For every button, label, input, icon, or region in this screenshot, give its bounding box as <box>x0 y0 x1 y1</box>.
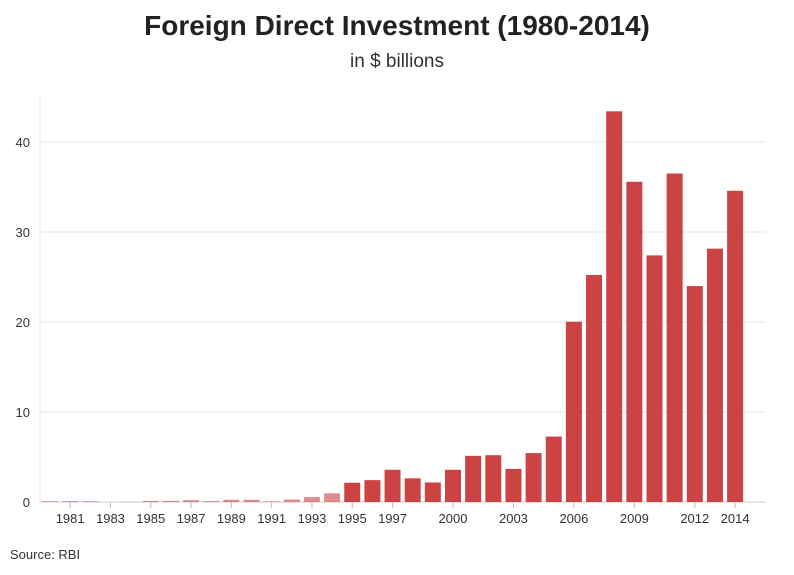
bar-1998 <box>404 478 421 502</box>
bar-2013 <box>706 248 723 502</box>
y-tick-label: 30 <box>16 225 30 240</box>
x-tick-label: 2009 <box>620 511 649 526</box>
x-tick-label: 1985 <box>136 511 165 526</box>
bar-2006 <box>565 321 582 502</box>
x-tick-label: 2012 <box>680 511 709 526</box>
y-tick-label: 20 <box>16 315 30 330</box>
bars <box>42 111 744 502</box>
bar-2014 <box>727 190 744 502</box>
y-tick-label: 10 <box>16 405 30 420</box>
x-axis: 1981 1983 1985 1987 1989 1991 1993 1995 1997 2000… <box>56 502 750 526</box>
gridlines <box>39 97 766 503</box>
bar-1985 <box>142 501 159 502</box>
x-tick-label: 2006 <box>559 511 588 526</box>
bar-1993 <box>303 497 320 502</box>
bar-1988 <box>203 501 220 502</box>
x-tick-label: 2000 <box>439 511 468 526</box>
bar-2000 <box>445 469 461 502</box>
x-tick-label: 1983 <box>96 511 125 526</box>
bar-2008 <box>606 111 623 502</box>
bar-2002 <box>485 455 502 502</box>
bar-2004 <box>525 453 542 502</box>
bar-2005 <box>545 436 562 502</box>
x-tick-label: 1997 <box>378 511 407 526</box>
bar-2003 <box>505 468 522 502</box>
bar-1989 <box>223 499 240 502</box>
x-tick-label: 1981 <box>56 511 85 526</box>
x-tick-label: 1991 <box>257 511 286 526</box>
bar-1997 <box>384 469 401 502</box>
bar-2007 <box>586 274 603 502</box>
bar-1990 <box>243 499 260 502</box>
bar-1986 <box>162 500 179 502</box>
x-tick-label: 2003 <box>499 511 528 526</box>
bar-1999 <box>424 482 441 502</box>
x-tick-label: 1993 <box>297 511 326 526</box>
bar-1991 <box>263 501 280 502</box>
bar-1994 <box>324 493 341 502</box>
bar-1987 <box>183 500 200 502</box>
bar-2010 <box>646 255 663 502</box>
bar-2009 <box>626 181 643 502</box>
x-tick-label: 1989 <box>217 511 246 526</box>
y-axis: 0 10 20 30 40 <box>16 135 30 510</box>
bar-1980 <box>42 501 58 502</box>
chart-title: Foreign Direct Investment (1980-2014) <box>144 10 650 41</box>
bar-1982 <box>82 501 99 502</box>
bar-2011 <box>666 173 683 502</box>
bar-1981 <box>62 501 79 502</box>
y-tick-label: 40 <box>16 135 30 150</box>
y-tick-label: 0 <box>23 495 30 510</box>
x-tick-label: 2014 <box>721 511 750 526</box>
x-tick-label: 1995 <box>338 511 367 526</box>
bar-1996 <box>364 480 381 502</box>
x-tick-label: 1987 <box>177 511 206 526</box>
bar-2001 <box>465 455 482 502</box>
bar-1995 <box>344 482 361 502</box>
chart-subtitle: in $ billions <box>350 51 444 72</box>
bar-2012 <box>686 286 703 502</box>
bar-1992 <box>283 499 300 502</box>
source-note: Source: RBI <box>10 547 81 562</box>
